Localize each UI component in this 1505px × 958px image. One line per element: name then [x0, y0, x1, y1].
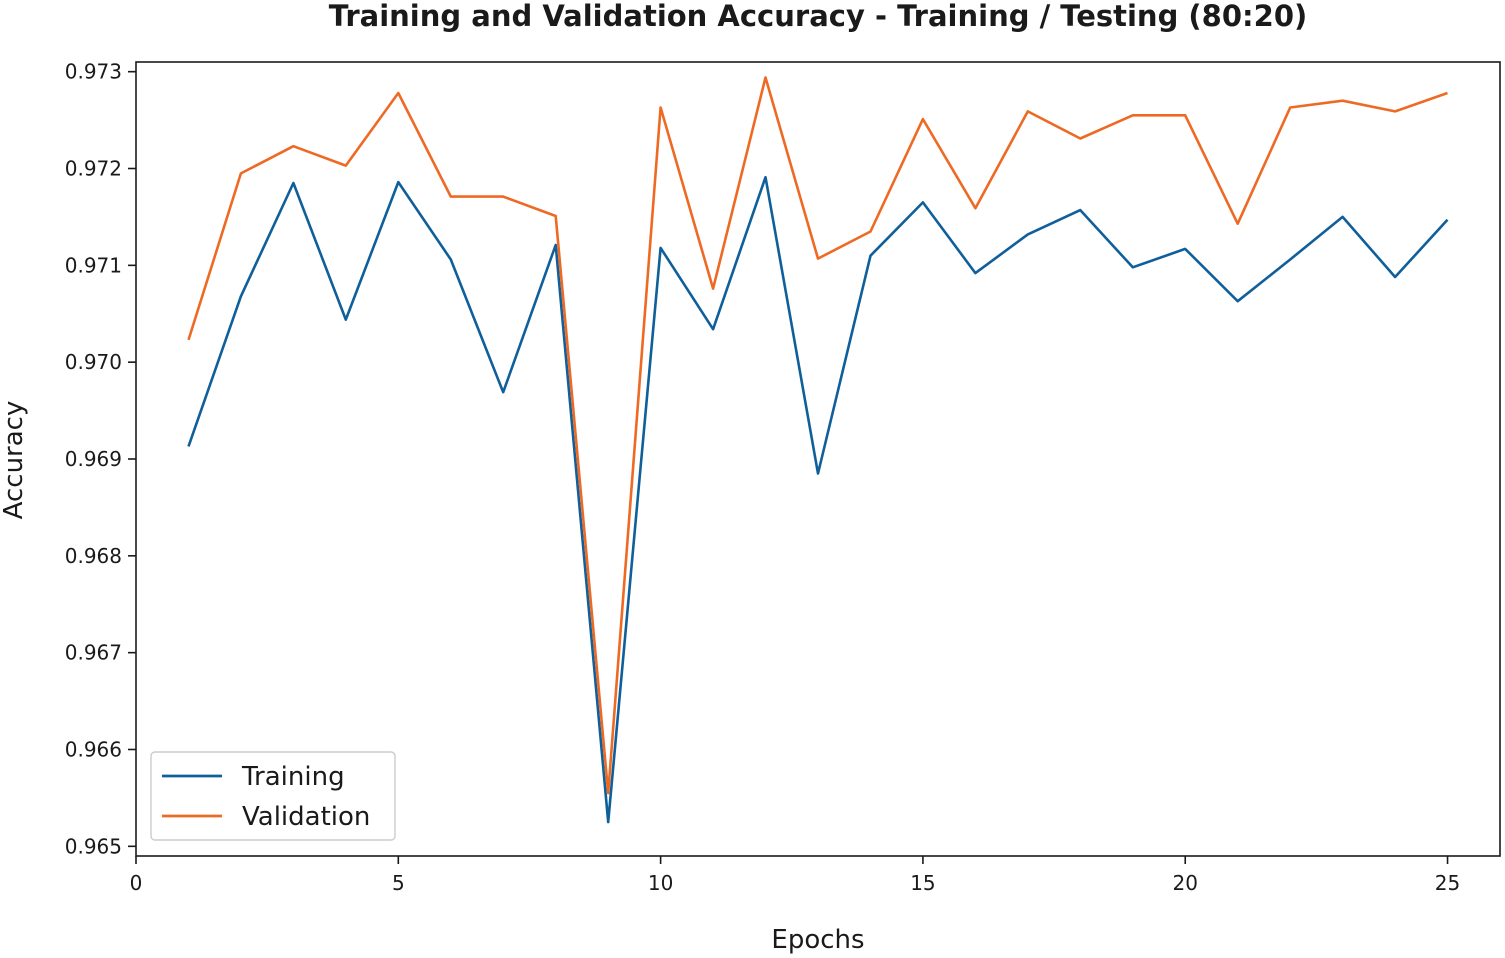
plot-border	[135, 61, 1501, 857]
y-tick-label: 0.965	[65, 834, 122, 858]
y-tick-label: 0.966	[65, 737, 122, 761]
legend-label-validation: Validation	[242, 802, 370, 832]
y-tick-label: 0.967	[65, 641, 122, 665]
x-tick-label: 0	[130, 871, 143, 895]
x-tick-label: 5	[392, 871, 405, 895]
y-tick-label: 0.969	[65, 447, 122, 471]
y-tick-label: 0.968	[65, 544, 122, 568]
series-line-validation	[187, 76, 1448, 795]
x-tick-label: 20	[1173, 871, 1198, 895]
y-tick-label: 0.973	[65, 60, 122, 84]
series-lines	[187, 76, 1449, 824]
x-axis: 0 5 10 15 20 25	[130, 856, 1460, 895]
plot-area	[135, 61, 1501, 857]
legend-box	[150, 751, 396, 841]
x-tick-label: 25	[1435, 871, 1460, 895]
y-tick-label: 0.971	[65, 253, 122, 277]
chart-title: Training and Validation Accuracy - Train…	[329, 0, 1308, 33]
x-tick-label: 10	[648, 871, 673, 895]
y-tick-label: 0.970	[65, 350, 122, 374]
y-tick-label: 0.972	[65, 157, 122, 181]
x-axis-label: Epochs	[771, 925, 864, 955]
x-tick-label: 15	[910, 871, 935, 895]
legend-label-training: Training	[241, 762, 345, 792]
y-axis: 0.965 0.966 0.967 0.968 0.969 0.970 0.971 0.972…	[65, 60, 136, 858]
y-axis-label: Accuracy	[0, 401, 29, 520]
legend: Training Validation	[150, 751, 396, 841]
series-line-training	[187, 175, 1449, 824]
